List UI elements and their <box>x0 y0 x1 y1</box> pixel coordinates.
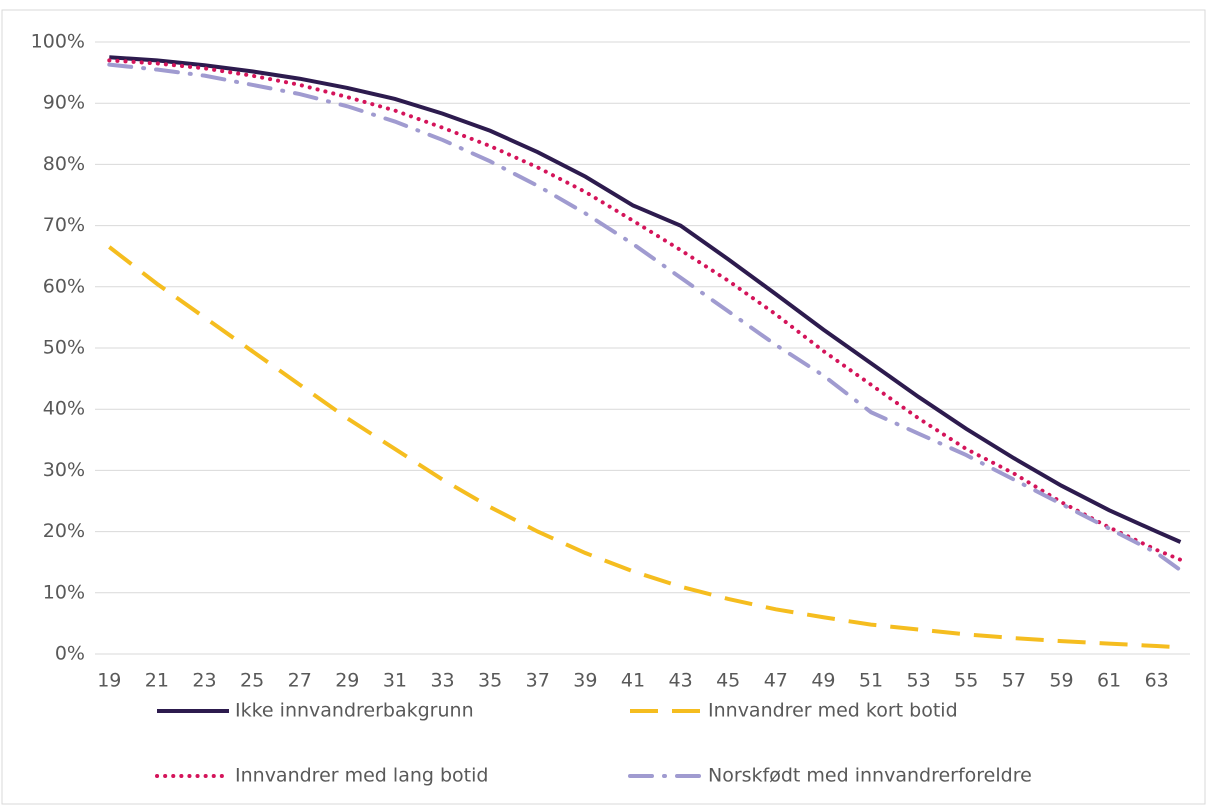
chart-frame <box>1 9 1206 805</box>
legend-label: Ikke innvandrerbakgrunn <box>235 700 474 722</box>
x-tick-label: 39 <box>573 670 597 692</box>
y-tick-label: 0% <box>55 643 85 665</box>
y-tick-label: 50% <box>43 337 85 359</box>
series-line <box>108 245 1181 650</box>
x-tick-label: 27 <box>288 670 312 692</box>
x-tick-label: 53 <box>907 670 931 692</box>
y-tick-label: 80% <box>43 153 85 175</box>
x-tick-label: 29 <box>335 670 359 692</box>
x-tick-label: 63 <box>1145 670 1169 692</box>
y-tick-label: 20% <box>43 520 85 542</box>
x-tick-label: 49 <box>811 670 835 692</box>
x-tick-label: 59 <box>1049 670 1073 692</box>
x-tick-label: 45 <box>716 670 740 692</box>
x-tick-label: 61 <box>1097 670 1121 692</box>
x-tick-label: 41 <box>621 670 645 692</box>
y-tick-label: 30% <box>43 459 85 481</box>
series-line <box>109 55 1182 544</box>
legend-label: Innvandrer med kort botid <box>708 700 958 722</box>
y-tick-label: 70% <box>43 214 85 236</box>
x-tick-label: 35 <box>478 670 502 692</box>
y-tick-label: 90% <box>43 92 85 114</box>
x-tick-label: 23 <box>192 670 216 692</box>
y-tick-label: 60% <box>43 275 85 297</box>
x-tick-label: 33 <box>430 670 454 692</box>
legend-label: Innvandrer med lang botid <box>235 765 488 787</box>
y-tick-label: 100% <box>31 31 85 53</box>
series-line <box>107 58 1183 562</box>
x-tick-label: 57 <box>1002 670 1026 692</box>
series-line <box>107 62 1183 573</box>
x-tick-label: 31 <box>383 670 407 692</box>
x-tick-label: 47 <box>764 670 788 692</box>
x-tick-label: 51 <box>859 670 883 692</box>
x-tick-label: 19 <box>97 670 121 692</box>
x-tick-label: 25 <box>240 670 264 692</box>
x-tick-label: 43 <box>668 670 692 692</box>
x-tick-label: 55 <box>954 670 978 692</box>
legend-label: Norskfødt med innvandrerforeldre <box>708 765 1032 787</box>
y-tick-label: 10% <box>43 581 85 603</box>
x-tick-label: 21 <box>145 670 169 692</box>
y-tick-label: 40% <box>43 398 85 420</box>
x-tick-label: 37 <box>526 670 550 692</box>
